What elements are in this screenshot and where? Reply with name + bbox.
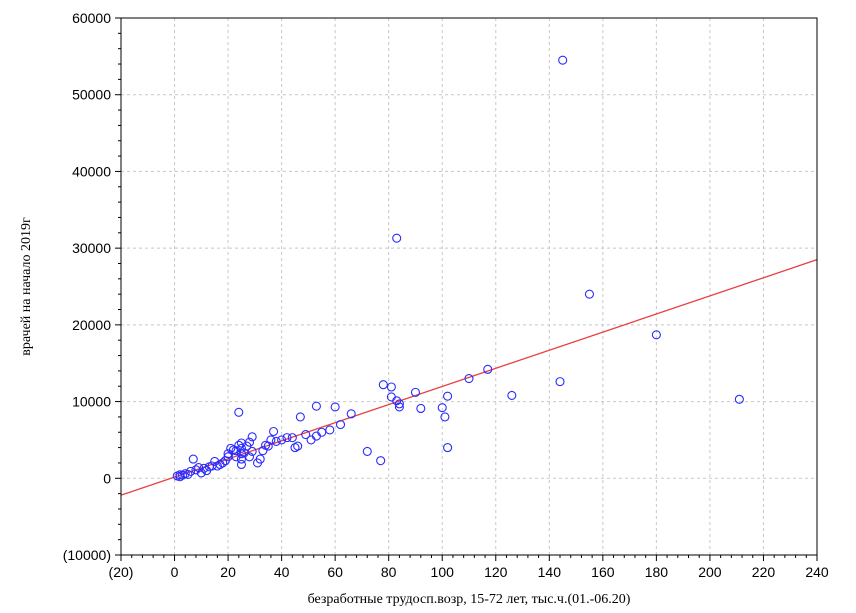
y-tick-label: 50000 <box>72 87 111 103</box>
data-point <box>317 427 327 437</box>
data-point <box>261 440 271 450</box>
data-point <box>346 409 356 419</box>
data-point <box>325 425 335 435</box>
y-tick-labels: (10000) 0 10000 20000 30000 40000 50000 60000 <box>63 10 111 563</box>
data-point <box>247 432 257 442</box>
data-point <box>440 412 450 422</box>
data-point <box>191 465 201 475</box>
data-point <box>584 289 595 299</box>
data-point <box>392 396 402 406</box>
data-point <box>180 469 190 479</box>
data-point <box>311 401 321 411</box>
data-point <box>306 435 316 445</box>
y-tick-label: 60000 <box>72 10 111 26</box>
data-point <box>507 390 517 400</box>
data-point <box>362 446 372 456</box>
data-point <box>464 374 474 384</box>
data-point <box>236 459 247 470</box>
data-point <box>277 435 287 445</box>
data-point <box>188 454 198 464</box>
data-point <box>290 443 300 453</box>
data-point <box>202 466 212 476</box>
data-point <box>258 446 268 456</box>
x-tick-label: 0 <box>171 564 179 580</box>
data-point <box>234 440 244 450</box>
y-axis-title: врачей на начало 2019г <box>19 217 34 356</box>
x-tick-label: (20) <box>109 564 134 580</box>
data-point <box>394 402 404 412</box>
x-tick-label: 240 <box>805 564 829 580</box>
x-tick-label: 40 <box>274 564 290 580</box>
y-tick-label: 40000 <box>72 163 111 179</box>
data-point <box>483 364 493 374</box>
grid-lines <box>121 18 817 555</box>
data-point <box>386 382 396 392</box>
data-point <box>555 377 565 387</box>
x-tick-label: 160 <box>591 564 615 580</box>
x-tick-label: 100 <box>431 564 455 580</box>
x-tick-label: 20 <box>220 564 236 580</box>
data-point <box>287 433 297 443</box>
x-axis-title: безработные трудосп.возр, 15-72 лет, тыс… <box>308 592 631 607</box>
data-point <box>376 456 386 466</box>
y-tick-label: (10000) <box>63 547 111 563</box>
x-tick-label: 80 <box>381 564 397 580</box>
x-tick-label: 60 <box>327 564 343 580</box>
data-point <box>186 466 196 476</box>
data-point <box>234 407 244 417</box>
plot-frame <box>120 17 818 556</box>
data-point <box>266 435 276 445</box>
data-point <box>236 438 247 448</box>
data-point <box>252 458 263 468</box>
data-point <box>282 433 292 443</box>
data-point <box>443 443 453 453</box>
data-point <box>311 431 321 441</box>
y-tick-label: 20000 <box>72 317 111 333</box>
x-tick-label: 120 <box>484 564 508 580</box>
data-point <box>335 420 346 430</box>
x-tick-label: 220 <box>752 564 776 580</box>
data-point <box>271 436 281 447</box>
y-tick-label: 30000 <box>72 240 111 256</box>
data-point <box>378 380 388 390</box>
trend-line <box>120 259 818 496</box>
data-point <box>734 394 744 404</box>
data-point <box>293 441 303 451</box>
y-tick-label: 10000 <box>72 394 111 410</box>
x-tick-label: 140 <box>538 564 562 580</box>
data-point <box>394 399 404 409</box>
data-point <box>226 443 236 453</box>
data-point <box>410 387 421 397</box>
data-point <box>330 402 340 412</box>
data-point <box>269 426 279 437</box>
data-point <box>236 449 247 459</box>
x-tick-labels: (20) 0 20 40 60 80 100 120 140 160 180 200 220 240 <box>109 564 829 580</box>
x-tick-label: 200 <box>698 564 722 580</box>
data-point <box>196 468 206 478</box>
data-point <box>295 412 305 422</box>
data-point <box>416 403 426 414</box>
axis-ticks <box>115 17 818 561</box>
data-points <box>172 55 744 482</box>
data-point <box>210 456 220 466</box>
data-point <box>558 55 568 65</box>
data-point <box>175 470 185 480</box>
data-point <box>437 403 447 413</box>
data-point <box>301 430 311 440</box>
data-point <box>392 233 402 243</box>
x-tick-label: 180 <box>645 564 669 580</box>
y-tick-label: 0 <box>103 470 111 486</box>
data-point <box>194 462 204 473</box>
data-point <box>443 391 453 401</box>
data-point <box>651 330 661 340</box>
data-point <box>236 454 247 464</box>
